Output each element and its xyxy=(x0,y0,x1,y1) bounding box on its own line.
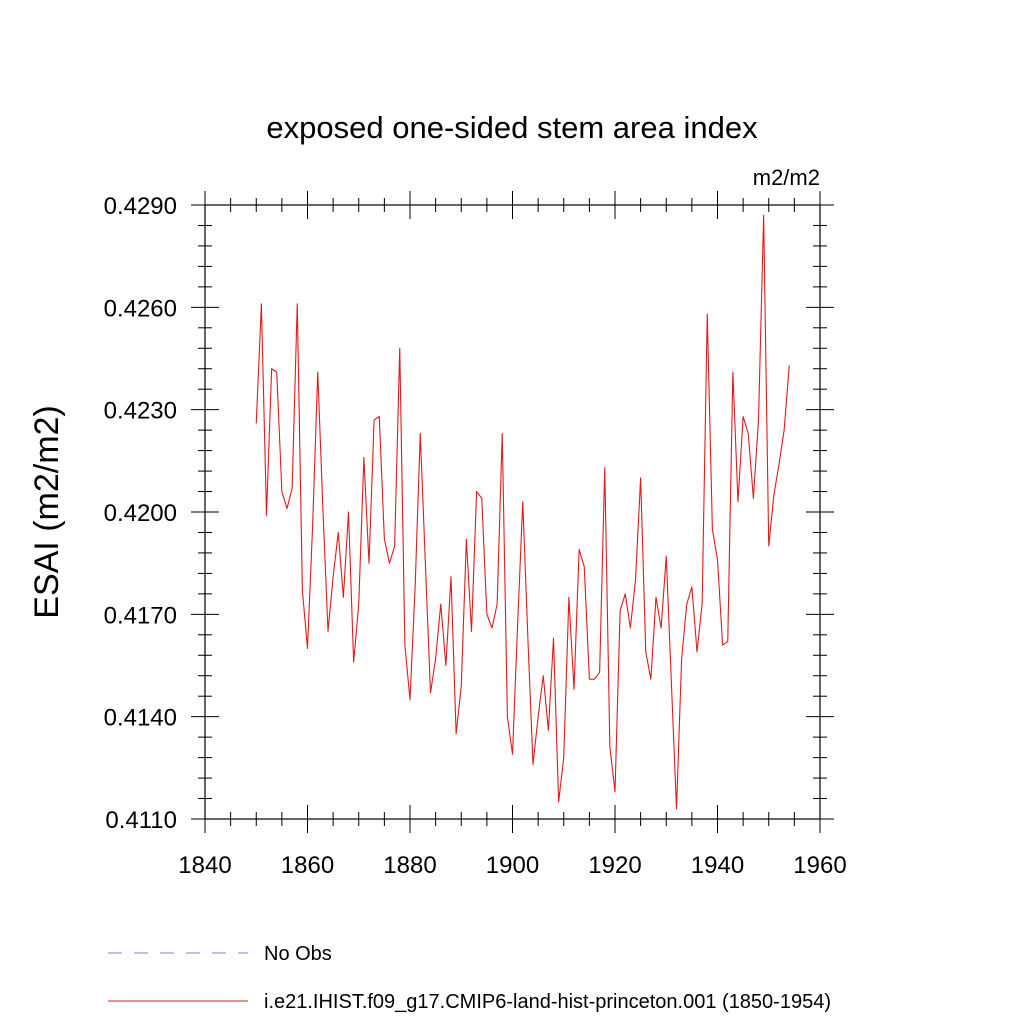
legend: No Obs i.e21.IHIST.f09_g17.CMIP6-land-hi… xyxy=(108,943,831,1013)
plot-frame xyxy=(204,204,821,820)
y-axis-label: ESAI (m2/m2) xyxy=(28,405,66,618)
y-tick-label: 0.4230 xyxy=(104,398,177,425)
x-tick-label: 1860 xyxy=(281,852,334,879)
units-label: m2/m2 xyxy=(753,165,820,190)
y-tick-label: 0.4170 xyxy=(104,602,177,629)
y-tick-label: 0.4200 xyxy=(104,500,177,527)
x-tick-label: 1940 xyxy=(691,852,744,879)
y-tick-label: 0.4140 xyxy=(104,705,177,732)
legend-label-no-obs: No Obs xyxy=(264,943,332,965)
x-tick-label: 1900 xyxy=(486,852,539,879)
x-tick-label: 1880 xyxy=(383,852,436,879)
x-tick-label: 1840 xyxy=(178,852,231,879)
y-tick-label: 0.4290 xyxy=(104,193,177,220)
series-layer xyxy=(255,214,790,810)
axis-ticks xyxy=(191,191,834,833)
x-tick-label: 1960 xyxy=(793,852,846,879)
chart-title: exposed one-sided stem area index xyxy=(266,110,758,145)
y-tick-label: 0.4110 xyxy=(105,807,177,834)
tick-labels: 1840 1860 1880 1900 1920 1940 1960 0.4110 0.4140… xyxy=(104,193,847,879)
legend-label-series: i.e21.IHIST.f09_g17.CMIP6-land-hist-prin… xyxy=(264,991,831,1013)
series-line-0 xyxy=(255,214,790,810)
y-tick-label: 0.4260 xyxy=(104,295,177,322)
x-tick-label: 1920 xyxy=(588,852,641,879)
